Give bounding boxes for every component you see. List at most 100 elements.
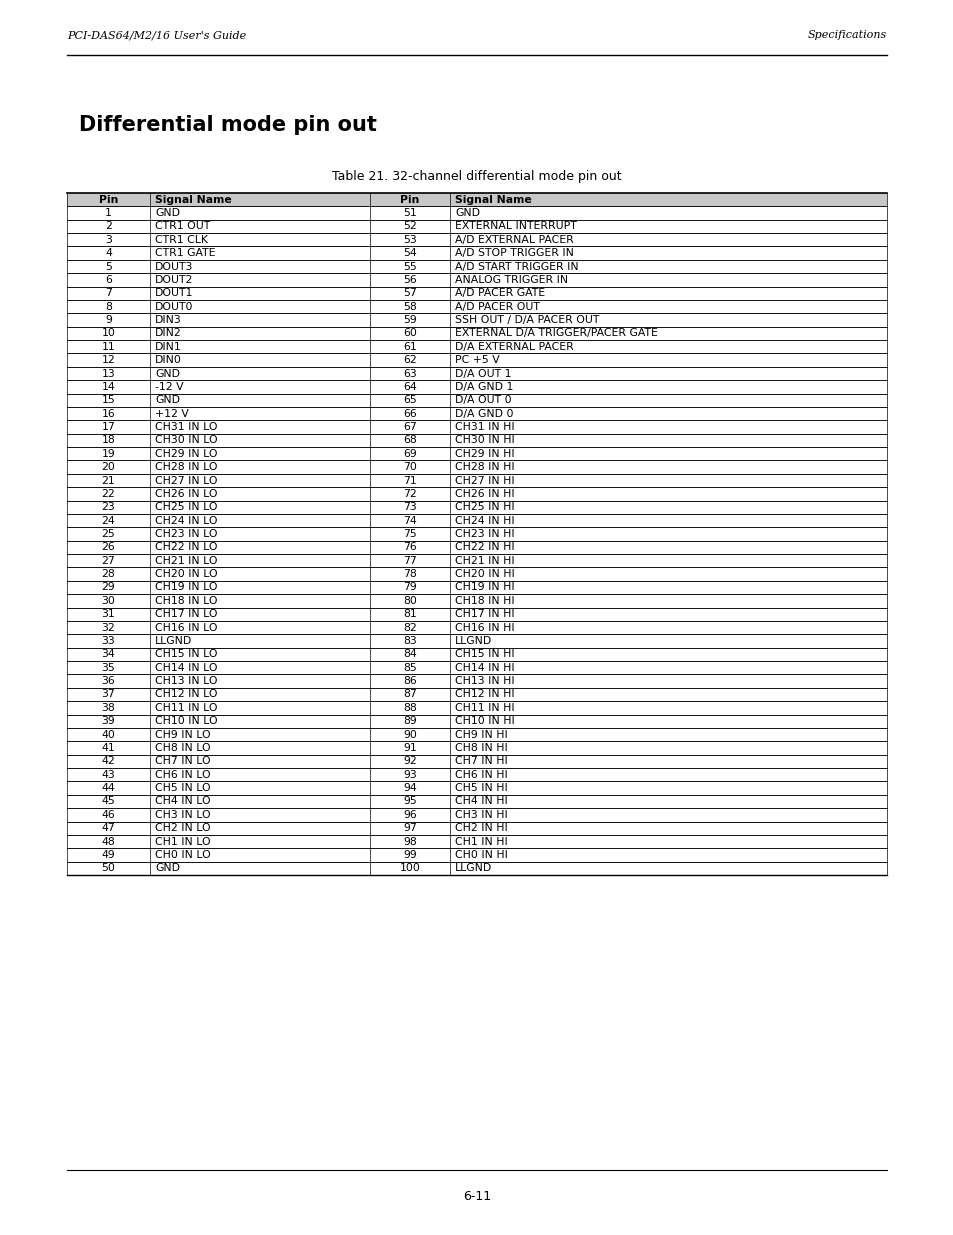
Text: Table 21. 32-channel differential mode pin out: Table 21. 32-channel differential mode p… bbox=[332, 170, 621, 183]
Text: 7: 7 bbox=[105, 288, 112, 299]
Bar bbox=[67, 555, 886, 567]
Text: DOUT1: DOUT1 bbox=[154, 288, 193, 299]
Bar bbox=[67, 220, 886, 233]
Text: CTR1 OUT: CTR1 OUT bbox=[154, 221, 210, 231]
Text: GND: GND bbox=[154, 395, 180, 405]
Text: 26: 26 bbox=[102, 542, 115, 552]
Bar bbox=[67, 661, 886, 674]
Text: CH18 IN HI: CH18 IN HI bbox=[455, 595, 514, 606]
Text: D/A OUT 1: D/A OUT 1 bbox=[455, 368, 511, 379]
Text: 88: 88 bbox=[403, 703, 416, 713]
Text: 82: 82 bbox=[403, 622, 416, 632]
Text: DOUT3: DOUT3 bbox=[154, 262, 193, 272]
Text: A/D STOP TRIGGER IN: A/D STOP TRIGGER IN bbox=[455, 248, 574, 258]
Text: CH15 IN HI: CH15 IN HI bbox=[455, 650, 514, 659]
Text: 62: 62 bbox=[403, 356, 416, 366]
Text: 83: 83 bbox=[403, 636, 416, 646]
Bar bbox=[67, 233, 886, 247]
Text: D/A GND 1: D/A GND 1 bbox=[455, 382, 513, 391]
Text: CH25 IN LO: CH25 IN LO bbox=[154, 503, 217, 513]
Bar bbox=[67, 514, 886, 527]
Bar bbox=[67, 647, 886, 661]
Text: CH4 IN LO: CH4 IN LO bbox=[154, 797, 211, 806]
Text: CH11 IN HI: CH11 IN HI bbox=[455, 703, 514, 713]
Bar bbox=[67, 674, 886, 688]
Text: LLGND: LLGND bbox=[455, 863, 492, 873]
Text: 25: 25 bbox=[102, 529, 115, 538]
Text: 54: 54 bbox=[403, 248, 416, 258]
Text: 34: 34 bbox=[102, 650, 115, 659]
Bar bbox=[67, 300, 886, 314]
Bar bbox=[67, 408, 886, 420]
Text: DIN2: DIN2 bbox=[154, 329, 182, 338]
Text: ANALOG TRIGGER IN: ANALOG TRIGGER IN bbox=[455, 275, 568, 285]
Text: CH25 IN HI: CH25 IN HI bbox=[455, 503, 514, 513]
Text: 21: 21 bbox=[102, 475, 115, 485]
Text: CH2 IN HI: CH2 IN HI bbox=[455, 824, 507, 834]
Bar bbox=[67, 808, 886, 821]
Text: CH0 IN LO: CH0 IN LO bbox=[154, 850, 211, 860]
Text: CH31 IN HI: CH31 IN HI bbox=[455, 422, 514, 432]
Text: CH29 IN HI: CH29 IN HI bbox=[455, 448, 514, 458]
Bar bbox=[67, 782, 886, 795]
Text: 10: 10 bbox=[101, 329, 115, 338]
Text: CH13 IN HI: CH13 IN HI bbox=[455, 676, 514, 687]
Text: 28: 28 bbox=[102, 569, 115, 579]
Text: CH19 IN HI: CH19 IN HI bbox=[455, 583, 514, 593]
Bar bbox=[67, 701, 886, 715]
Text: 8: 8 bbox=[105, 301, 112, 311]
Text: 86: 86 bbox=[403, 676, 416, 687]
Bar bbox=[67, 795, 886, 808]
Text: CH14 IN LO: CH14 IN LO bbox=[154, 663, 217, 673]
Text: CH9 IN HI: CH9 IN HI bbox=[455, 730, 507, 740]
Text: 45: 45 bbox=[102, 797, 115, 806]
Text: LLGND: LLGND bbox=[154, 636, 193, 646]
Text: 63: 63 bbox=[403, 368, 416, 379]
Bar bbox=[67, 541, 886, 555]
Text: PC +5 V: PC +5 V bbox=[455, 356, 499, 366]
Text: 6-11: 6-11 bbox=[462, 1191, 491, 1203]
Text: GND: GND bbox=[154, 207, 180, 219]
Text: 85: 85 bbox=[403, 663, 416, 673]
Text: EXTERNAL D/A TRIGGER/PACER GATE: EXTERNAL D/A TRIGGER/PACER GATE bbox=[455, 329, 658, 338]
Bar bbox=[67, 608, 886, 621]
Bar bbox=[67, 447, 886, 461]
Text: 49: 49 bbox=[102, 850, 115, 860]
Text: 3: 3 bbox=[105, 235, 112, 245]
Text: 73: 73 bbox=[403, 503, 416, 513]
Text: 44: 44 bbox=[102, 783, 115, 793]
Text: CH3 IN HI: CH3 IN HI bbox=[455, 810, 507, 820]
Text: GND: GND bbox=[154, 863, 180, 873]
Bar bbox=[67, 353, 886, 367]
Text: CH1 IN HI: CH1 IN HI bbox=[455, 836, 507, 846]
Text: CTR1 GATE: CTR1 GATE bbox=[154, 248, 215, 258]
Text: GND: GND bbox=[154, 368, 180, 379]
Text: 64: 64 bbox=[403, 382, 416, 391]
Text: LLGND: LLGND bbox=[455, 636, 492, 646]
Text: 71: 71 bbox=[403, 475, 416, 485]
Text: A/D PACER OUT: A/D PACER OUT bbox=[455, 301, 539, 311]
Text: 4: 4 bbox=[105, 248, 112, 258]
Text: 12: 12 bbox=[102, 356, 115, 366]
Bar bbox=[67, 741, 886, 755]
Text: CH14 IN HI: CH14 IN HI bbox=[455, 663, 514, 673]
Text: CH4 IN HI: CH4 IN HI bbox=[455, 797, 507, 806]
Bar bbox=[67, 688, 886, 701]
Text: 84: 84 bbox=[403, 650, 416, 659]
Bar bbox=[67, 594, 886, 608]
Text: CH6 IN HI: CH6 IN HI bbox=[455, 769, 507, 779]
Text: 61: 61 bbox=[403, 342, 416, 352]
Text: CH19 IN LO: CH19 IN LO bbox=[154, 583, 217, 593]
Bar bbox=[67, 394, 886, 408]
Text: CH12 IN LO: CH12 IN LO bbox=[154, 689, 217, 699]
Text: 56: 56 bbox=[403, 275, 416, 285]
Text: CH5 IN LO: CH5 IN LO bbox=[154, 783, 211, 793]
Bar bbox=[67, 273, 886, 287]
Text: Pin: Pin bbox=[99, 195, 118, 205]
Text: CH10 IN LO: CH10 IN LO bbox=[154, 716, 217, 726]
Text: A/D EXTERNAL PACER: A/D EXTERNAL PACER bbox=[455, 235, 573, 245]
Text: Signal Name: Signal Name bbox=[154, 195, 232, 205]
Text: 93: 93 bbox=[403, 769, 416, 779]
Text: CH29 IN LO: CH29 IN LO bbox=[154, 448, 217, 458]
Text: CH31 IN LO: CH31 IN LO bbox=[154, 422, 217, 432]
